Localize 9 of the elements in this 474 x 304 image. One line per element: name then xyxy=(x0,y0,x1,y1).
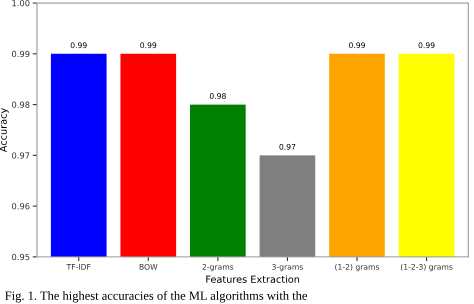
x-axis-title: Features Extraction xyxy=(206,275,300,283)
caption: Fig. 1. The highest accuracies of the ML algorithms with the xyxy=(5,290,308,302)
y-tick-label: 0.97 xyxy=(12,152,30,159)
y-tick-label: 0.96 xyxy=(12,203,30,210)
y-axis-title: Accuracy xyxy=(0,108,9,152)
y-tick-label: 1.00 xyxy=(12,0,30,6)
y-tick-label: 0.98 xyxy=(12,102,30,108)
y-tick-label: 0.99 xyxy=(12,50,30,58)
y-tick-label: 0.95 xyxy=(12,254,30,260)
